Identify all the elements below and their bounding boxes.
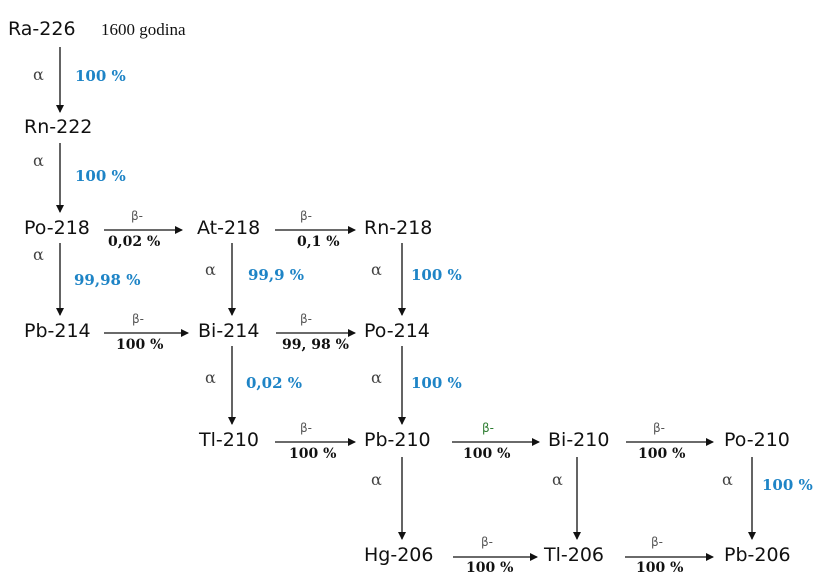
beta-symbol: β- (651, 535, 663, 549)
alpha-percent-bi214: 0,02 % (246, 374, 303, 392)
beta-percent-hg206: 100 % (466, 560, 514, 576)
alpha-symbol: α (552, 470, 563, 489)
alpha-symbol: α (371, 260, 382, 279)
alpha-percent-po214: 100 % (411, 374, 462, 392)
beta-percent-bi214: 99, 98 % (282, 337, 349, 353)
beta-percent-pb210: 100 % (463, 446, 511, 462)
nuclide-at218: At-218 (197, 217, 261, 239)
nuclide-bi210: Bi-210 (548, 429, 610, 451)
nuclide-pb214: Pb-214 (24, 320, 91, 342)
half-life-label: 1600 godina (101, 20, 186, 39)
beta-symbol: β- (132, 312, 144, 326)
nuclide-tl206: Tl-206 (544, 544, 605, 566)
nuclide-pb206: Pb-206 (724, 544, 791, 566)
beta-percent-tl210: 100 % (289, 446, 337, 462)
nuclide-po210: Po-210 (724, 429, 790, 451)
alpha-symbol: α (33, 65, 44, 84)
alpha-percent-at218: 99,9 % (248, 266, 305, 284)
alpha-symbol: α (371, 368, 382, 387)
beta-symbol: β- (653, 421, 665, 435)
nuclide-po214: Po-214 (364, 320, 430, 342)
alpha-percent-po218: 99,98 % (74, 271, 141, 289)
nuclide-pb210: Pb-210 (364, 429, 431, 451)
nuclide-rn222: Rn-222 (24, 116, 93, 138)
alpha-symbol: α (205, 260, 216, 279)
nuclide-po218: Po-218 (24, 217, 90, 239)
nuclide-rn218: Rn-218 (364, 217, 433, 239)
beta-percent-po218: 0,02 % (108, 234, 161, 250)
nuclide-ra226: Ra-226 (8, 18, 76, 40)
alpha-symbol: α (33, 151, 44, 170)
nuclide-bi214: Bi-214 (198, 320, 260, 342)
alpha-symbol: α (722, 470, 733, 489)
beta-percent-pb214: 100 % (116, 337, 164, 353)
alpha-percent-po210: 100 % (762, 476, 813, 494)
beta-symbol: β- (300, 312, 312, 326)
beta-percent-bi210: 100 % (638, 446, 686, 462)
alpha-symbol: α (205, 368, 216, 387)
alpha-percent-rn222: 100 % (75, 167, 126, 185)
beta-symbol: β- (131, 209, 143, 223)
nuclide-tl210: Tl-210 (199, 429, 260, 451)
alpha-percent-ra226: 100 % (75, 67, 126, 85)
alpha-percent-rn218: 100 % (411, 266, 462, 284)
alpha-symbol: α (33, 245, 44, 264)
beta-symbol: β- (300, 421, 312, 435)
beta-symbol: β- (481, 535, 493, 549)
beta-percent-tl206: 100 % (636, 560, 684, 576)
beta-symbol: β- (482, 421, 494, 435)
beta-percent-at218: 0,1 % (297, 234, 340, 250)
beta-symbol: β- (300, 209, 312, 223)
alpha-symbol: α (371, 470, 382, 489)
nuclide-hg206: Hg-206 (364, 544, 434, 566)
